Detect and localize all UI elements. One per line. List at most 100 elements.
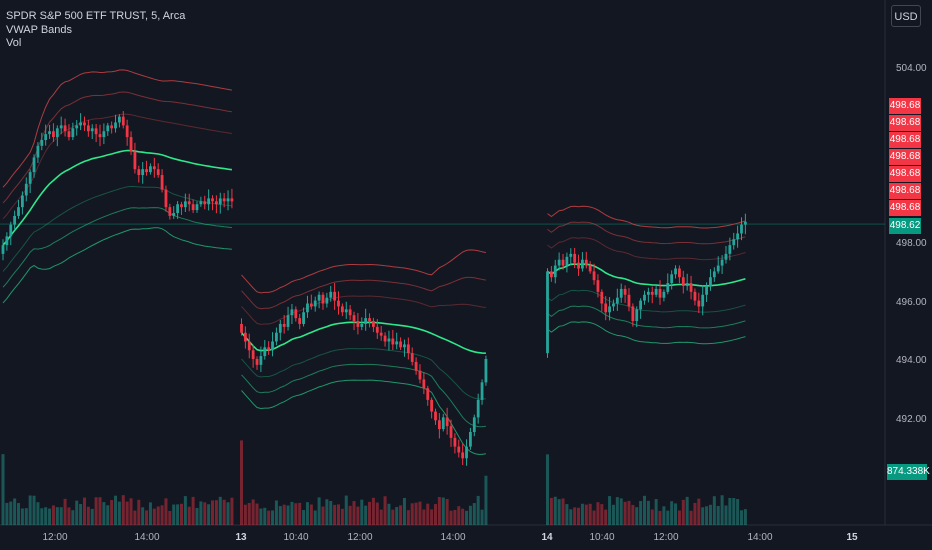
candle-body <box>736 233 740 240</box>
volume-bar <box>298 502 302 525</box>
candle-body <box>40 140 44 146</box>
indicator-vwap-bands[interactable]: VWAP Bands <box>6 23 73 36</box>
candle-body <box>724 253 728 260</box>
candle-body <box>191 204 195 211</box>
candle-body <box>152 166 156 170</box>
y-tick-label: 492.00 <box>896 414 927 425</box>
time-axis[interactable]: 12:00 14:00 13 10:40 12:00 14:00 14 10:4… <box>42 532 858 543</box>
volume-bar <box>90 508 94 525</box>
candle-body <box>608 306 611 313</box>
price-tag: 498.68 <box>889 132 921 148</box>
candle-body <box>207 198 211 205</box>
volume-bar <box>230 497 234 525</box>
volume-bar <box>63 498 67 525</box>
candle-body <box>251 350 255 359</box>
volume-bar <box>701 507 705 525</box>
volume-bar <box>71 510 75 525</box>
volume-bar <box>352 501 356 525</box>
candle-body <box>712 271 716 278</box>
y-tick-label: 496.00 <box>896 297 927 308</box>
volume-bar <box>368 501 372 525</box>
candle-body <box>187 201 191 205</box>
candle-body <box>114 122 117 129</box>
vwap-band-line <box>547 237 746 261</box>
volume-bar <box>263 507 267 525</box>
volume-bar <box>371 497 375 525</box>
candle-body <box>110 125 114 129</box>
candle-body <box>709 277 712 286</box>
candle-body <box>627 294 631 307</box>
candle-body <box>263 347 267 357</box>
volume-bar <box>615 497 619 525</box>
candle-body <box>588 265 592 272</box>
volume-bar <box>654 499 658 525</box>
volume-bar <box>337 504 340 525</box>
volume-bar <box>317 497 321 525</box>
price-tag: 498.68 <box>889 149 921 165</box>
volume-bar <box>274 500 278 525</box>
candle-body <box>414 361 418 371</box>
candle-body <box>352 315 356 322</box>
candle-body <box>149 166 152 173</box>
volume-bar <box>207 504 211 525</box>
volume-bar <box>553 496 557 525</box>
candle-body <box>63 125 67 132</box>
vwap-band-line <box>241 348 486 400</box>
candle-body <box>278 323 282 333</box>
volume-bar <box>561 498 565 525</box>
volume-bar <box>395 507 399 525</box>
volume-bar <box>145 510 149 525</box>
candle-body <box>557 259 561 266</box>
volume-bar <box>418 501 422 525</box>
volume-bar <box>5 502 9 525</box>
volume-bar <box>379 509 383 525</box>
candle-body <box>716 265 720 272</box>
volume-bar <box>720 495 724 525</box>
candle-body <box>86 125 90 132</box>
volume-bar <box>430 509 434 525</box>
volume-bar <box>724 505 728 525</box>
candle-body <box>137 169 141 176</box>
volume-bar <box>195 508 199 525</box>
symbol-title[interactable]: SPDR S&P 500 ETF TRUST, 5, Arca <box>6 10 186 22</box>
candle-body <box>561 259 565 266</box>
candle-body <box>313 300 317 307</box>
candle-body <box>631 306 635 322</box>
volume-bar <box>639 501 643 525</box>
x-tick-label: 12:00 <box>347 532 372 543</box>
candle-body <box>344 309 348 313</box>
volume-bar <box>437 497 441 525</box>
candle-body <box>52 131 55 138</box>
volume-bar <box>360 499 364 525</box>
candle-body <box>164 189 168 208</box>
volume-bar <box>465 510 469 525</box>
volume-bar <box>17 503 21 525</box>
indicator-volume[interactable]: Vol <box>6 37 22 49</box>
volume-bar <box>271 510 275 525</box>
candle-body <box>75 125 79 129</box>
price-axis[interactable]: 504.00 498.00 496.00 494.00 492.00 <box>896 63 927 425</box>
candle-body <box>643 294 646 301</box>
volume-bar <box>399 505 403 525</box>
candle-body <box>83 122 86 126</box>
currency-button[interactable]: USD <box>891 5 921 27</box>
volume-bar <box>476 495 480 525</box>
candle-body <box>422 379 426 389</box>
x-tick-label: 14 <box>541 532 553 543</box>
volume-bar <box>580 503 584 525</box>
candle-body <box>705 286 708 295</box>
volume-bar <box>549 497 553 525</box>
volume-bar <box>59 507 63 525</box>
volume-bar <box>387 503 391 525</box>
candle-body <box>211 198 214 202</box>
candle-body <box>55 128 59 138</box>
candle-body <box>681 277 685 286</box>
candle-body <box>480 382 484 400</box>
vwap-bands <box>2 69 746 455</box>
volume-bar <box>32 495 36 525</box>
volume-bar <box>172 504 176 525</box>
vwap-band-line <box>547 321 746 345</box>
vwap-band-line <box>2 227 232 304</box>
